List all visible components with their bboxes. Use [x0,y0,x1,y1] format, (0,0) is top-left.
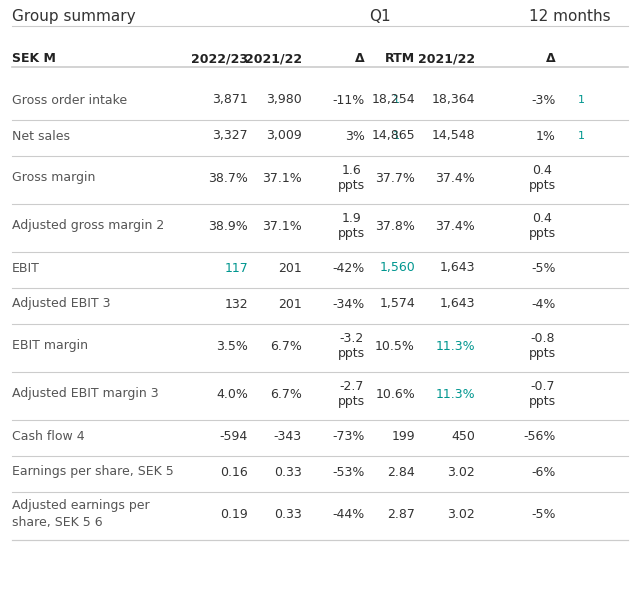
Text: 4.0%: 4.0% [216,388,248,401]
Text: -6%: -6% [532,465,556,479]
Text: -343: -343 [274,429,302,443]
Text: -56%: -56% [524,429,556,443]
Text: RTM: RTM [385,53,415,65]
Text: 3,009: 3,009 [266,129,302,143]
Text: 6.7%: 6.7% [270,388,302,401]
Text: 6.7%: 6.7% [270,340,302,352]
Text: -0.7
ppts: -0.7 ppts [529,380,556,409]
Text: -73%: -73% [333,429,365,443]
Text: 12 months: 12 months [529,9,611,24]
Text: Earnings per share, SEK 5: Earnings per share, SEK 5 [12,465,173,479]
Text: 1%: 1% [536,129,556,143]
Text: EBIT margin: EBIT margin [12,340,88,352]
Text: Q1: Q1 [369,9,391,24]
Text: 37.7%: 37.7% [375,171,415,184]
Text: Δ: Δ [355,53,365,65]
Text: 18,364: 18,364 [431,93,475,107]
Text: -4%: -4% [532,298,556,310]
Text: 199: 199 [392,429,415,443]
Text: 1: 1 [393,95,400,105]
Text: -11%: -11% [333,93,365,107]
Text: 1: 1 [578,95,585,105]
Text: 3,327: 3,327 [212,129,248,143]
Text: 2022/23: 2022/23 [191,53,248,65]
Text: 11.3%: 11.3% [435,388,475,401]
Text: 38.9%: 38.9% [208,219,248,232]
Text: 3,871: 3,871 [212,93,248,107]
Text: Δ: Δ [547,53,556,65]
Text: Gross order intake: Gross order intake [12,93,127,107]
Text: 0.33: 0.33 [275,465,302,479]
Text: Adjusted EBIT margin 3: Adjusted EBIT margin 3 [12,388,159,401]
Text: 3.02: 3.02 [447,465,475,479]
Text: 1,574: 1,574 [380,298,415,310]
Text: 38.7%: 38.7% [208,171,248,184]
Text: 3.5%: 3.5% [216,340,248,352]
Text: 0.4
ppts: 0.4 ppts [529,164,556,192]
Text: SEK M: SEK M [12,53,56,65]
Text: 2021/22: 2021/22 [245,53,302,65]
Text: 3,980: 3,980 [266,93,302,107]
Text: -3%: -3% [532,93,556,107]
Text: 117: 117 [224,262,248,274]
Text: -2.7
ppts: -2.7 ppts [338,380,365,409]
Text: 37.8%: 37.8% [375,219,415,232]
Text: 0.33: 0.33 [275,507,302,521]
Text: -594: -594 [220,429,248,443]
Text: 450: 450 [451,429,475,443]
Text: 10.6%: 10.6% [375,388,415,401]
Text: 2021/22: 2021/22 [418,53,475,65]
Text: Net sales: Net sales [12,129,70,143]
Text: 37.4%: 37.4% [435,171,475,184]
Text: 2.87: 2.87 [387,507,415,521]
Text: 201: 201 [278,298,302,310]
Text: -0.8
ppts: -0.8 ppts [529,331,556,361]
Text: 11.3%: 11.3% [435,340,475,352]
Text: 1: 1 [578,131,585,141]
Text: Adjusted gross margin 2: Adjusted gross margin 2 [12,219,164,232]
Text: -53%: -53% [333,465,365,479]
Text: 1,560: 1,560 [380,262,415,274]
Text: -5%: -5% [531,507,556,521]
Text: -3.2
ppts: -3.2 ppts [338,331,365,361]
Text: Cash flow 4: Cash flow 4 [12,429,84,443]
Text: Gross margin: Gross margin [12,171,95,184]
Text: 18,254: 18,254 [371,93,415,107]
Text: -42%: -42% [333,262,365,274]
Text: 37.4%: 37.4% [435,219,475,232]
Text: 0.16: 0.16 [220,465,248,479]
Text: 1.9
ppts: 1.9 ppts [338,211,365,241]
Text: 37.1%: 37.1% [262,219,302,232]
Text: 0.19: 0.19 [220,507,248,521]
Text: -34%: -34% [333,298,365,310]
Text: 14,865: 14,865 [371,129,415,143]
Text: Adjusted EBIT 3: Adjusted EBIT 3 [12,298,111,310]
Text: 10.5%: 10.5% [375,340,415,352]
Text: 1,643: 1,643 [440,262,475,274]
Text: -5%: -5% [531,262,556,274]
Text: 201: 201 [278,262,302,274]
Text: 3%: 3% [345,129,365,143]
Text: 2.84: 2.84 [387,465,415,479]
Text: 1,643: 1,643 [440,298,475,310]
Text: 0.4
ppts: 0.4 ppts [529,211,556,241]
Text: 132: 132 [225,298,248,310]
Text: 1: 1 [393,131,400,141]
Text: -44%: -44% [333,507,365,521]
Text: 1.6
ppts: 1.6 ppts [338,164,365,192]
Text: Adjusted earnings per
share, SEK 5 6: Adjusted earnings per share, SEK 5 6 [12,499,150,529]
Text: 37.1%: 37.1% [262,171,302,184]
Text: Group summary: Group summary [12,9,136,24]
Text: 3.02: 3.02 [447,507,475,521]
Text: EBIT: EBIT [12,262,40,274]
Text: 14,548: 14,548 [431,129,475,143]
